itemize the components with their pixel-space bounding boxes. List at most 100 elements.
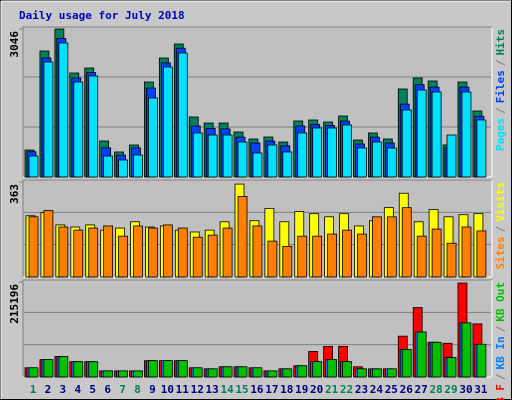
- bar: [312, 235, 323, 278]
- bar: [28, 367, 39, 378]
- x-tick-label: 28: [429, 383, 442, 396]
- bar: [342, 229, 352, 278]
- bar: [222, 227, 233, 278]
- legend-entry: KB Out: [494, 282, 507, 322]
- bar: [177, 52, 188, 178]
- bar: [252, 152, 263, 178]
- bar: [192, 132, 203, 178]
- bar: [371, 368, 382, 378]
- bar: [103, 225, 114, 278]
- bar: [103, 370, 114, 378]
- bar: [237, 195, 248, 278]
- bar: [28, 155, 39, 178]
- x-tick-label: 26: [400, 383, 414, 396]
- y-tick-label: 3046: [8, 31, 21, 58]
- legend-entry: Pages: [494, 118, 507, 151]
- legend-separator: /: [494, 373, 507, 380]
- bar: [88, 361, 99, 378]
- bar: [267, 370, 278, 378]
- x-tick-label: 21: [325, 383, 339, 396]
- bar: [192, 236, 203, 278]
- bar: [207, 134, 218, 178]
- x-tick-label: 19: [295, 383, 308, 396]
- bar: [133, 225, 143, 278]
- bar: [416, 235, 427, 278]
- x-tick-label: 13: [206, 383, 219, 396]
- x-tick-label: 25: [385, 383, 398, 396]
- legend-separator: /: [494, 225, 507, 232]
- y-tick-label: 215196: [8, 284, 21, 324]
- chart-title: Daily usage for July 2018: [19, 9, 185, 22]
- bar: [431, 91, 442, 178]
- bar: [371, 141, 382, 178]
- bar: [43, 61, 54, 178]
- x-tick-label: 27: [415, 383, 428, 396]
- bar: [357, 147, 367, 178]
- bar: [282, 368, 293, 378]
- x-tick-label: 31: [474, 383, 488, 396]
- bar: [252, 367, 263, 378]
- bar: [312, 127, 323, 178]
- legend-separator: /: [494, 59, 507, 66]
- bar: [282, 245, 293, 278]
- x-tick-label: 15: [235, 383, 248, 396]
- x-tick-label: 11: [176, 383, 190, 396]
- legend-entry: Sites: [494, 236, 507, 269]
- bar: [297, 235, 308, 278]
- bar: [118, 370, 128, 378]
- bar: [222, 366, 233, 378]
- bar: [342, 361, 352, 378]
- x-tick-label: 7: [119, 383, 126, 396]
- bar: [476, 230, 487, 278]
- bar: [73, 361, 84, 378]
- bar: [431, 341, 442, 378]
- legend-separator: /: [494, 325, 507, 332]
- bar: [312, 361, 323, 378]
- x-tick-label: 12: [191, 383, 204, 396]
- bar: [446, 242, 457, 278]
- bar: [222, 134, 233, 178]
- x-tick-label: 3: [60, 383, 67, 396]
- bar: [73, 81, 84, 178]
- bar: [192, 367, 203, 378]
- bar: [476, 119, 487, 178]
- y-tick-label: 363: [8, 184, 21, 204]
- bar: [73, 229, 84, 278]
- bar: [297, 365, 308, 378]
- x-tick-label: 1: [30, 383, 37, 396]
- bar: [162, 66, 173, 178]
- bar: [401, 207, 412, 278]
- x-tick-label: 24: [370, 383, 384, 396]
- bar: [357, 233, 367, 278]
- bar: [386, 216, 397, 278]
- x-tick-label: 5: [89, 383, 96, 396]
- bar: [207, 234, 218, 278]
- bar: [252, 225, 263, 278]
- bar: [461, 91, 472, 178]
- bar: [386, 368, 397, 378]
- x-tick-label: 6: [104, 383, 111, 396]
- bar: [177, 227, 188, 278]
- legend-separator: /: [494, 107, 507, 114]
- legend-entry: Visits: [494, 182, 507, 222]
- x-tick-label: 22: [340, 383, 353, 396]
- legend: KB F / KB In / KB Out: [494, 282, 507, 400]
- bar: [118, 235, 128, 278]
- bar: [148, 97, 158, 178]
- bar: [43, 210, 54, 278]
- bar: [162, 360, 173, 378]
- bar: [148, 227, 158, 278]
- bar: [162, 224, 173, 278]
- legend-entry: Files: [494, 70, 507, 103]
- bar: [386, 147, 397, 178]
- x-tick-label: 8: [134, 383, 141, 396]
- x-tick-label: 17: [265, 383, 278, 396]
- bar: [461, 226, 472, 278]
- bar: [58, 42, 69, 178]
- bar: [267, 240, 278, 278]
- bar: [267, 144, 278, 178]
- bar: [327, 359, 338, 378]
- bar: [133, 154, 143, 178]
- bar: [237, 141, 248, 178]
- bar: [133, 370, 143, 378]
